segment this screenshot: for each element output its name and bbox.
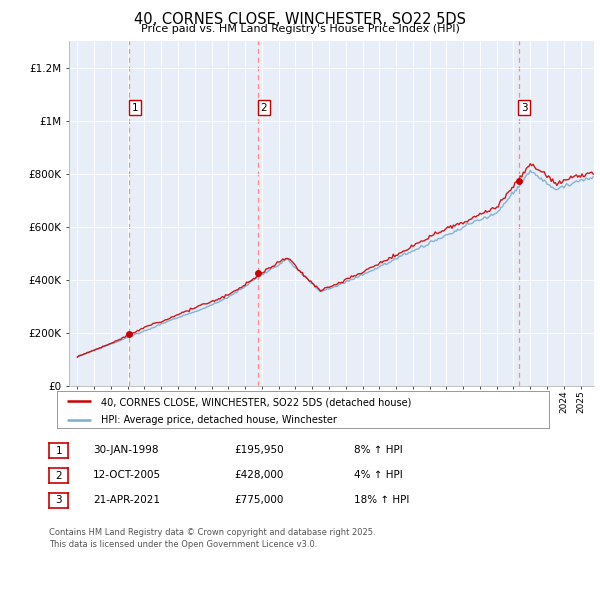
Text: 30-JAN-1998: 30-JAN-1998: [93, 445, 158, 455]
Text: 3: 3: [521, 103, 527, 113]
Text: Price paid vs. HM Land Registry's House Price Index (HPI): Price paid vs. HM Land Registry's House …: [140, 24, 460, 34]
Text: HPI: Average price, detached house, Winchester: HPI: Average price, detached house, Winc…: [101, 415, 337, 425]
Text: 18% ↑ HPI: 18% ↑ HPI: [354, 495, 409, 504]
Text: 40, CORNES CLOSE, WINCHESTER, SO22 5DS: 40, CORNES CLOSE, WINCHESTER, SO22 5DS: [134, 12, 466, 27]
Text: 4% ↑ HPI: 4% ↑ HPI: [354, 470, 403, 480]
Text: 12-OCT-2005: 12-OCT-2005: [93, 470, 161, 480]
Text: 3: 3: [55, 496, 62, 505]
Text: Contains HM Land Registry data © Crown copyright and database right 2025.
This d: Contains HM Land Registry data © Crown c…: [49, 528, 376, 549]
Text: 8% ↑ HPI: 8% ↑ HPI: [354, 445, 403, 455]
Text: £195,950: £195,950: [234, 445, 284, 455]
Text: £428,000: £428,000: [234, 470, 283, 480]
Text: £775,000: £775,000: [234, 495, 283, 504]
Text: 1: 1: [131, 103, 138, 113]
Text: 2: 2: [55, 471, 62, 480]
Text: 40, CORNES CLOSE, WINCHESTER, SO22 5DS (detached house): 40, CORNES CLOSE, WINCHESTER, SO22 5DS (…: [101, 397, 412, 407]
Text: 1: 1: [55, 446, 62, 455]
Text: 21-APR-2021: 21-APR-2021: [93, 495, 160, 504]
Text: 2: 2: [261, 103, 268, 113]
